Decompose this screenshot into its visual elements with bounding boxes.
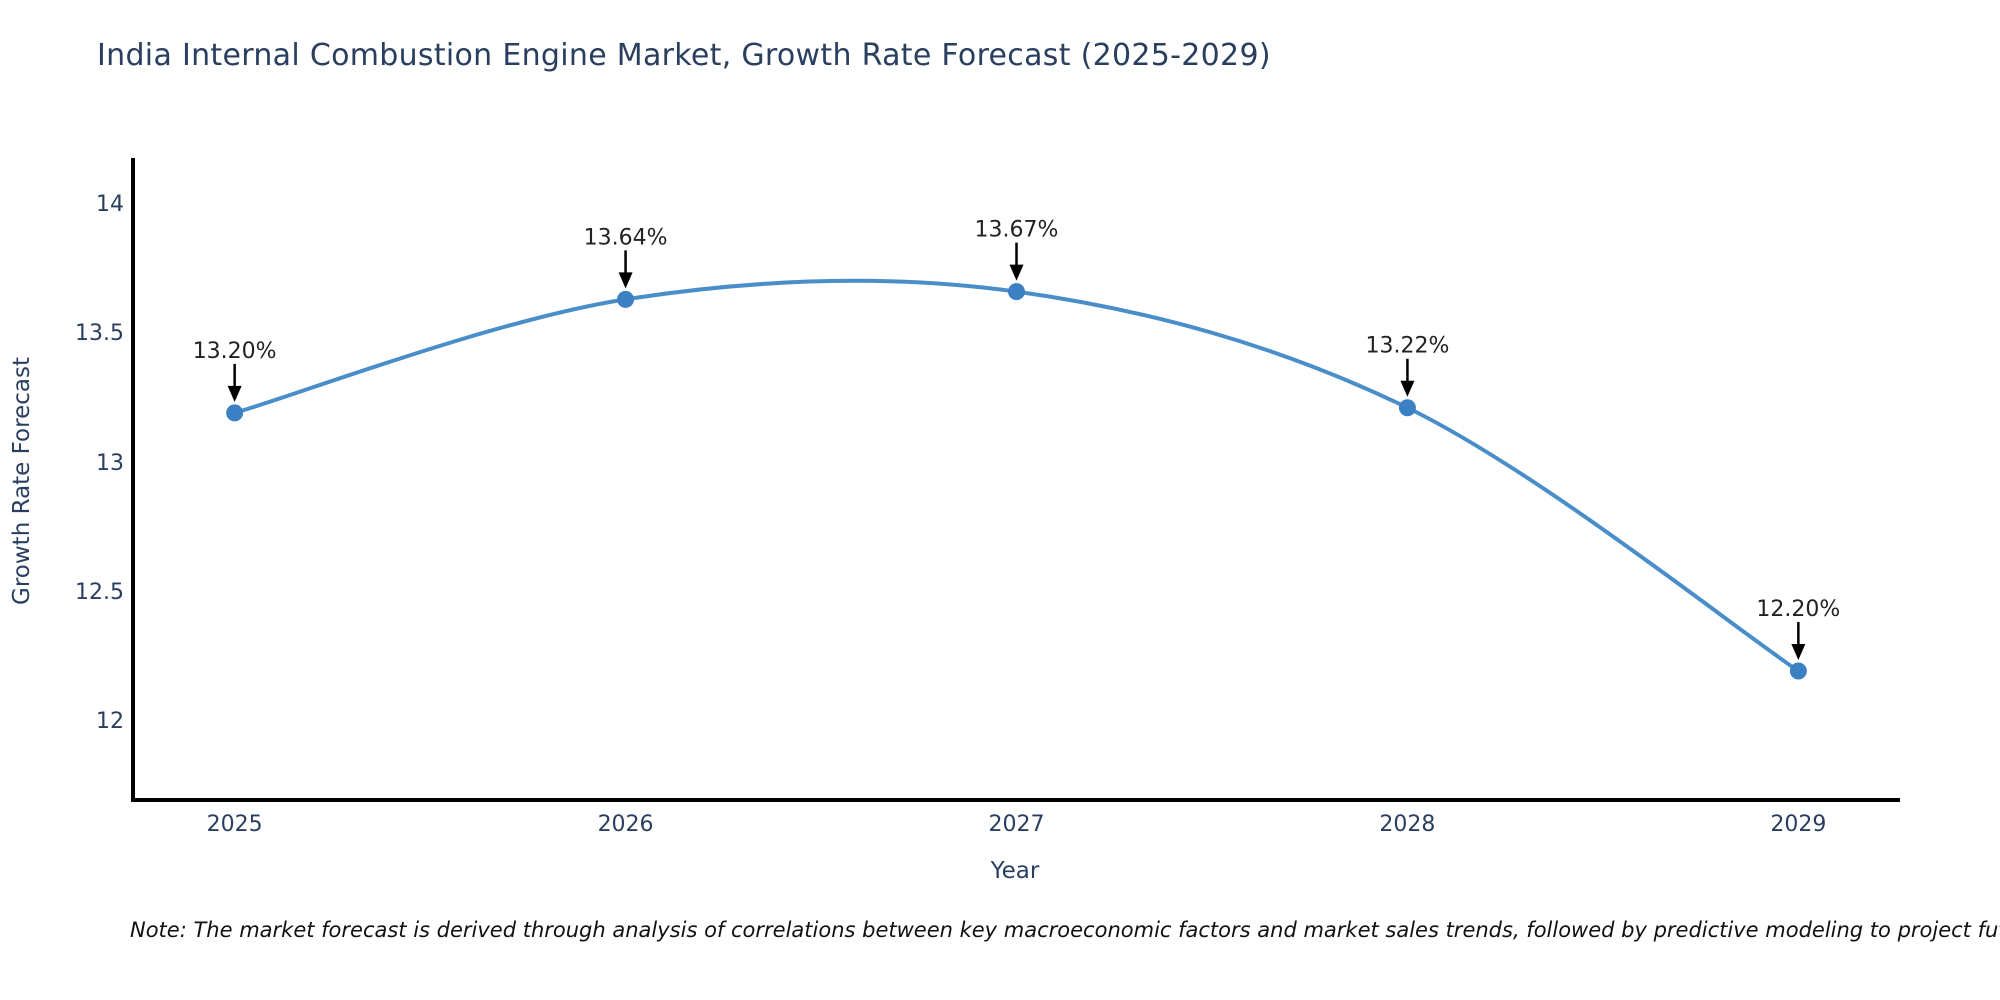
data-point-label: 13.22%	[1365, 334, 1449, 359]
y-tick-label: 12	[96, 708, 124, 734]
x-tick-label: 2026	[597, 812, 654, 837]
annotation-arrowhead-icon	[227, 385, 242, 402]
data-point-marker	[1789, 662, 1807, 680]
chart-title: India Internal Combustion Engine Market,…	[97, 38, 1271, 73]
x-tick-label: 2025	[206, 812, 263, 837]
annotation-arrowhead-icon	[618, 272, 633, 289]
annotation-arrowhead-icon	[1400, 380, 1415, 397]
data-point-label: 12.20%	[1756, 597, 1840, 622]
y-tick-label: 14	[96, 192, 124, 218]
data-point-marker	[226, 404, 244, 422]
x-tick-label: 2028	[1379, 812, 1436, 837]
x-tick-label: 2029	[1770, 812, 1827, 837]
data-point-label: 13.64%	[584, 225, 668, 250]
data-point-marker	[1008, 283, 1025, 301]
footnote: Note: The market forecast is derived thr…	[130, 918, 2000, 942]
y-tick-label: 12.5	[75, 579, 124, 605]
annotation-arrowhead-icon	[1009, 264, 1024, 281]
data-point-label: 13.20%	[193, 339, 277, 364]
data-point-label: 13.67%	[975, 218, 1059, 243]
annotation-arrowhead-icon	[1791, 643, 1806, 660]
forecast-line	[234, 278, 1800, 673]
x-tick-label: 2027	[988, 812, 1045, 837]
y-tick-label: 13	[96, 450, 124, 476]
data-point-marker	[617, 290, 635, 308]
x-axis-title: Year	[990, 858, 1040, 884]
y-tick-label: 13.5	[75, 321, 124, 347]
data-point-marker	[1398, 399, 1416, 417]
